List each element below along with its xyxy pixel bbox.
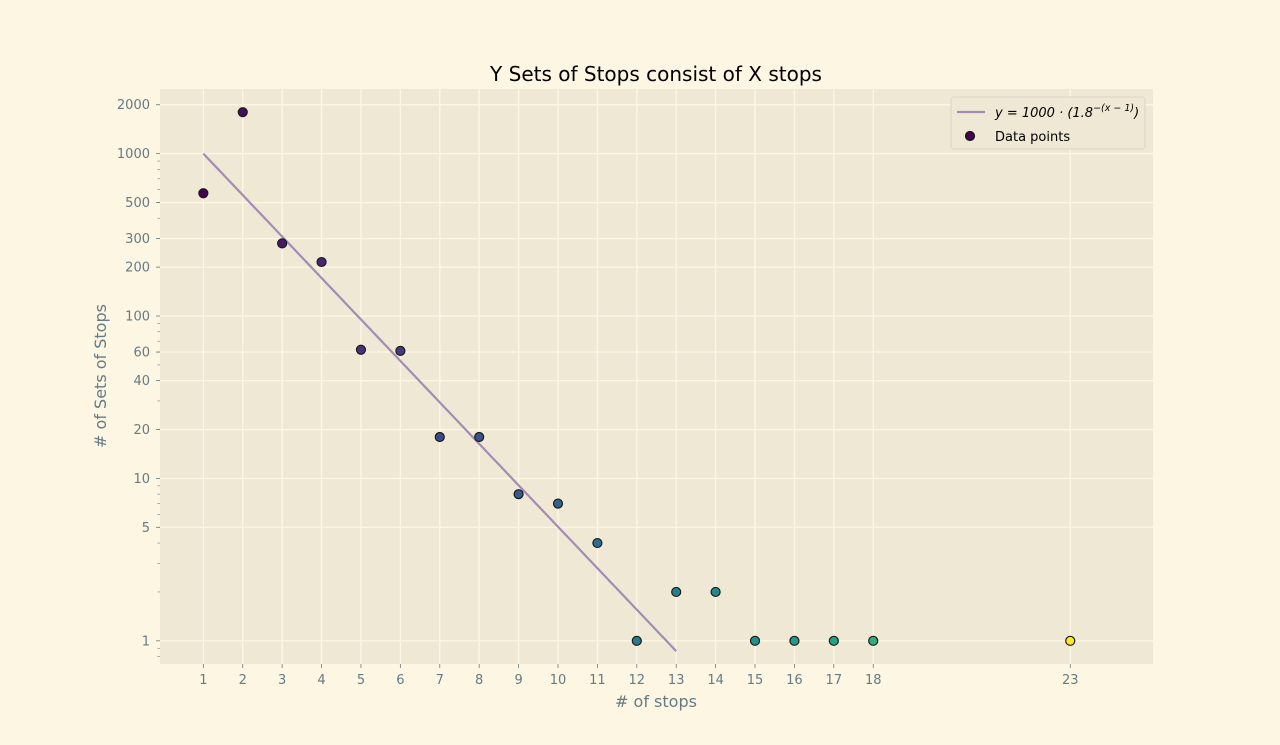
data-point: [277, 238, 288, 249]
data-point: [355, 344, 367, 355]
data-point: [749, 635, 761, 646]
x-tick-label: 14: [707, 673, 724, 688]
data-point: [868, 635, 879, 646]
data-points: [198, 107, 1076, 646]
plot-area: [160, 89, 1153, 664]
legend-fit-label-prefix: y = 1000 · (1.8: [994, 106, 1093, 121]
data-point: [395, 345, 406, 356]
data-point: [316, 256, 327, 268]
x-tick-label: 15: [747, 673, 764, 688]
data-point: [631, 635, 642, 646]
chart-title: Y Sets of Stops consist of X stops: [489, 62, 822, 86]
data-point: [474, 431, 485, 443]
x-tick-labels: 1 2 3 4 5 6 7 8 9 10 11 12 13 14 15 16 17 18 23: [199, 664, 1079, 688]
x-tick-label: 5: [357, 673, 365, 688]
x-tick-label: 23: [1062, 673, 1079, 688]
x-tick-label: 1: [199, 673, 207, 688]
y-tick-label: 1: [142, 634, 150, 649]
x-tick-label: 12: [629, 673, 646, 688]
y-tick-label: 100: [125, 310, 150, 325]
data-point: [789, 635, 800, 646]
y-tick-labels: 1 5 10 20 40 60 100 200 300 500 1000 2000: [117, 98, 160, 649]
legend-data-points-marker: [964, 130, 976, 142]
y-tick-label: 40: [133, 374, 150, 389]
fit-line: [202, 152, 677, 652]
y-tick-label: 5: [142, 521, 150, 536]
x-tick-label: 9: [514, 673, 522, 688]
legend-box: [950, 96, 1146, 150]
x-tick-label: 17: [826, 673, 843, 688]
x-tick-label: 8: [475, 673, 483, 688]
y-tick-label: 20: [133, 423, 150, 438]
data-point: [1065, 635, 1076, 646]
y-tick-label: 60: [133, 346, 150, 361]
data-point: [198, 188, 209, 199]
data-point: [513, 489, 524, 500]
x-tick-label: 2: [239, 673, 247, 688]
data-point: [828, 635, 839, 646]
legend-fit-line-label: y = 1000 · (1.8−(x − 1)): [994, 103, 1139, 121]
data-point: [671, 586, 682, 598]
x-tick-label: 10: [550, 673, 567, 688]
data-point: [710, 586, 721, 598]
y-axis-label: # of Sets of Stops: [91, 304, 110, 448]
x-tick-label: 16: [786, 673, 803, 688]
data-point: [552, 498, 564, 509]
x-tick-label: 4: [317, 673, 325, 688]
legend-fit-label-exponent: −(x − 1): [1093, 103, 1134, 114]
x-tick-label: 3: [278, 673, 286, 688]
legend: y = 1000 · (1.8−(x − 1)) Data points: [950, 96, 1146, 150]
data-point: [434, 431, 445, 443]
legend-fit-label-suffix: ): [1133, 106, 1139, 121]
y-tick-label: 1000: [117, 147, 150, 162]
x-tick-label: 18: [865, 673, 882, 688]
x-tick-label: 7: [436, 673, 444, 688]
data-point: [592, 537, 603, 549]
legend-data-points-label: Data points: [995, 130, 1070, 145]
y-tick-label: 200: [125, 261, 150, 276]
data-point: [237, 107, 248, 118]
y-tick-label: 300: [125, 232, 150, 247]
x-tick-label: 13: [668, 673, 685, 688]
x-axis-label: # of stops: [615, 692, 697, 711]
y-tick-label: 10: [133, 472, 150, 487]
y-tick-label: 2000: [117, 98, 150, 113]
x-tick-label: 11: [589, 673, 606, 688]
x-tick-label: 6: [396, 673, 404, 688]
y-tick-label: 500: [125, 196, 150, 211]
